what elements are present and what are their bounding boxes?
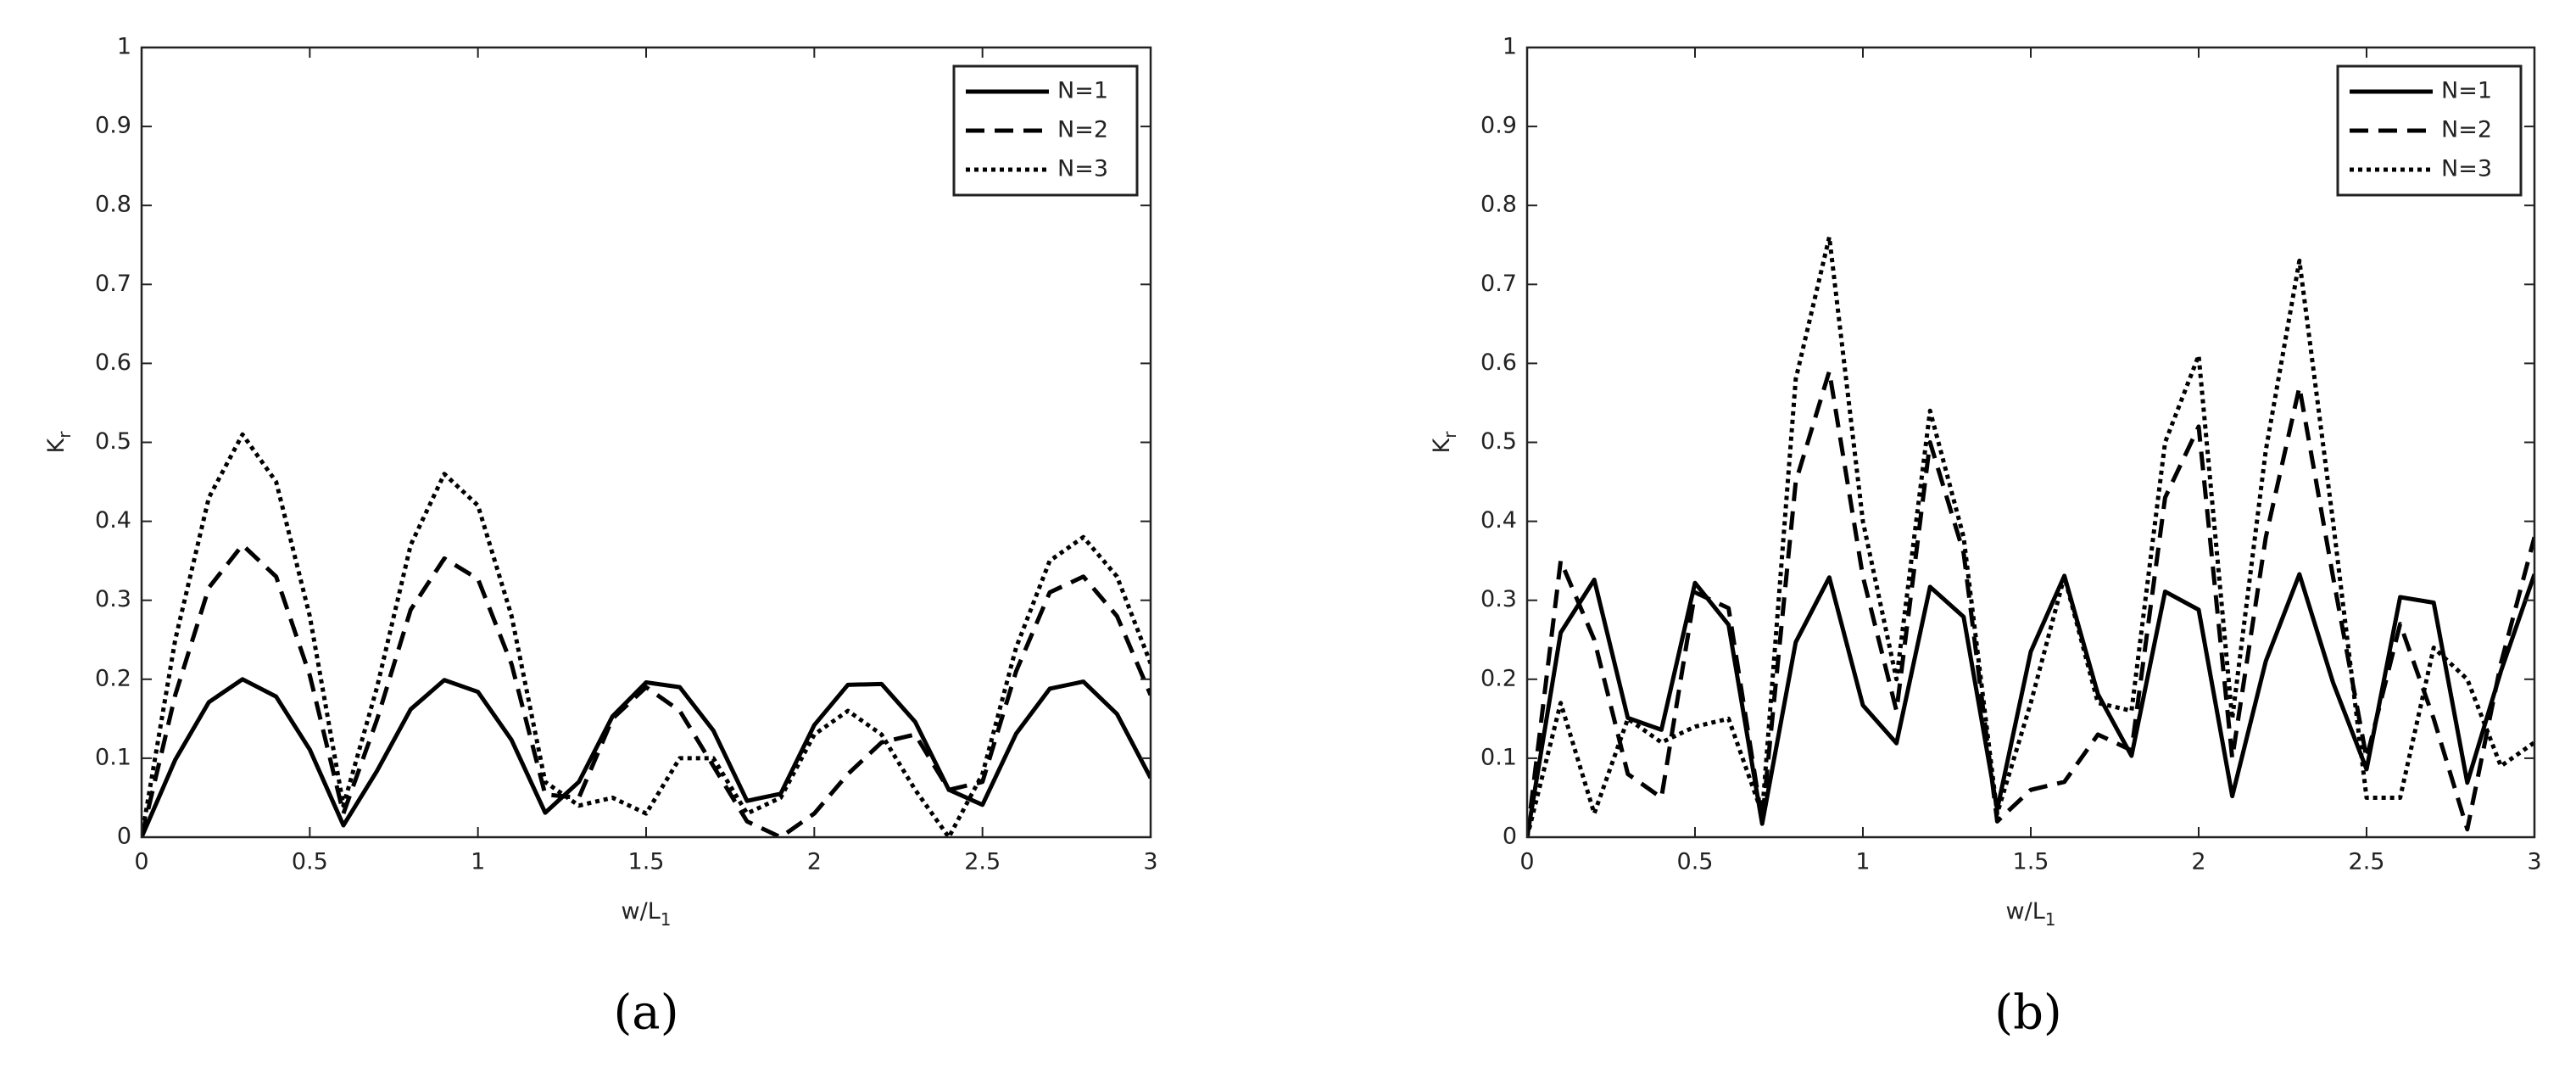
x-label-sub: 1: [661, 909, 672, 930]
y-axis-label: Kr: [43, 431, 75, 454]
y-tick-label: 0.2: [95, 665, 131, 691]
x-tick-label: 1: [471, 849, 485, 875]
y-tick-label: 1: [1503, 34, 1517, 60]
y-label-main: K: [1429, 437, 1455, 453]
y-tick-label: 0.1: [1480, 744, 1517, 770]
x-tick-label: 3: [2527, 849, 2541, 875]
data-line: [142, 432, 1151, 837]
y-tick-label: 0.6: [95, 349, 131, 376]
y-tick-label: 0: [117, 824, 131, 850]
y-tick-label: 0.3: [1480, 586, 1517, 612]
x-tick-label: 2: [2191, 849, 2205, 875]
y-tick-label: 0.7: [95, 271, 131, 297]
y-tick-label: 1: [117, 34, 131, 60]
legend-label: N=1: [2441, 78, 2492, 104]
x-axis-label: w/L1: [2006, 898, 2056, 930]
y-tick-label: 0.4: [1480, 507, 1517, 534]
x-tick-label: 2.5: [964, 849, 1001, 875]
y-tick-label: 0.7: [1480, 271, 1517, 297]
x-tick-label: 1.5: [2013, 849, 2049, 875]
subplot: 0 0.5 1 1.5 2 2.5 3 0 0.1 0.2 0.3 0.4 0.5 0.6 0.7 0.8 0.…: [1429, 34, 2542, 1041]
lines: [142, 432, 1151, 837]
y-tick-label: 0.9: [1480, 113, 1517, 139]
legend-label: N=2: [2441, 117, 2492, 143]
y-tick-label: 0.1: [95, 744, 131, 770]
y-label-main: K: [43, 437, 70, 453]
x-tick-label: 0: [1519, 849, 1534, 875]
subplot-label: (a): [613, 986, 678, 1041]
x-tick-label: 3: [1143, 849, 1157, 875]
y-tick-label: 0.5: [1480, 428, 1517, 455]
x-tick-label: 2.5: [2349, 849, 2385, 875]
y-tick-label: 0: [1503, 824, 1517, 850]
x-tick-label: 0: [134, 849, 148, 875]
y-tick-label: 0.9: [95, 113, 131, 139]
x-tick-label: 1: [1855, 849, 1870, 875]
y-tick-label: 0.8: [1480, 192, 1517, 218]
lines: [1527, 234, 2534, 837]
y-tick-label: 0.3: [95, 586, 131, 612]
y-tick-label: 0.4: [95, 507, 131, 534]
subplot-label: (b): [1994, 986, 2062, 1041]
y-tick-label: 0.5: [95, 428, 131, 455]
y-label-sub: r: [54, 431, 75, 439]
data-line: [1527, 369, 2534, 837]
legend-label: N=3: [2441, 156, 2492, 182]
data-line: [142, 543, 1151, 837]
x-tick-label: 1.5: [628, 849, 665, 875]
axes-box: [140, 46, 1152, 839]
x-label-main: w/L: [622, 898, 661, 925]
x-tick-label: 0.5: [1677, 849, 1714, 875]
y-tick-label: 0.6: [1480, 349, 1517, 376]
x-label-sub: 1: [2045, 909, 2056, 930]
x-tick-label: 0.5: [292, 849, 328, 875]
y-tick-label: 0.8: [95, 192, 131, 218]
y-tick-label: 0.2: [1480, 665, 1517, 691]
y-axis-label: Kr: [1429, 431, 1460, 454]
axes-box: [1525, 46, 2536, 839]
subplot: 0 0.5 1 1.5 2 2.5 3 0 0.1 0.2 0.3 0.4 0.5 0.6 0.7 0.8 0.…: [43, 34, 1158, 1041]
x-axis-label: w/L1: [622, 898, 672, 930]
data-line: [142, 677, 1151, 837]
x-label-main: w/L: [2006, 898, 2045, 925]
data-line: [1527, 572, 2534, 837]
data-line: [1527, 234, 2534, 837]
legend-label: N=3: [1057, 156, 1108, 182]
legend-label: N=1: [1057, 78, 1108, 104]
legend-label: N=2: [1057, 117, 1108, 143]
y-label-sub: r: [1440, 431, 1460, 439]
x-tick-label: 2: [807, 849, 822, 875]
